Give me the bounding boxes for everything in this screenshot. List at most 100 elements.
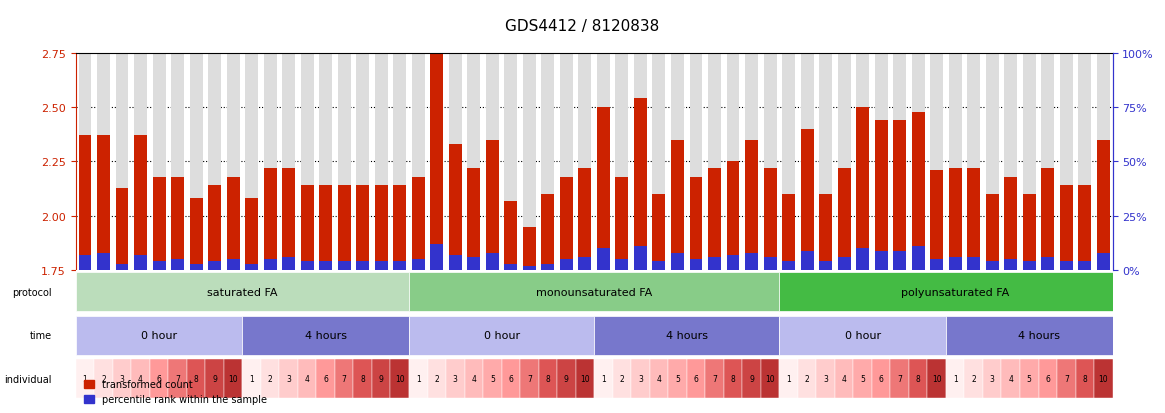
FancyBboxPatch shape xyxy=(761,359,779,399)
Text: 10: 10 xyxy=(228,375,238,383)
Bar xyxy=(746,253,758,271)
FancyBboxPatch shape xyxy=(76,359,94,399)
Text: 1: 1 xyxy=(953,375,958,383)
Bar xyxy=(504,264,517,271)
Bar xyxy=(115,264,128,271)
Bar xyxy=(430,244,443,271)
Text: 0 hour: 0 hour xyxy=(845,330,881,341)
Bar xyxy=(301,54,313,271)
Bar xyxy=(394,54,407,271)
Bar xyxy=(97,253,110,271)
Bar xyxy=(912,54,925,271)
Bar xyxy=(171,54,184,271)
Bar xyxy=(578,258,592,271)
Text: 5: 5 xyxy=(489,375,495,383)
Bar xyxy=(578,54,592,271)
Bar xyxy=(560,54,573,271)
Bar xyxy=(375,54,388,271)
FancyBboxPatch shape xyxy=(946,359,965,399)
FancyBboxPatch shape xyxy=(817,359,835,399)
Bar xyxy=(171,177,184,271)
Bar xyxy=(782,195,795,271)
Bar xyxy=(782,262,795,271)
Bar xyxy=(356,186,369,271)
Text: 8: 8 xyxy=(916,375,920,383)
Text: 0 hour: 0 hour xyxy=(483,330,520,341)
Bar xyxy=(894,121,906,271)
Bar xyxy=(449,54,461,271)
Text: 2: 2 xyxy=(268,375,273,383)
Bar xyxy=(727,162,740,271)
FancyBboxPatch shape xyxy=(779,273,1131,312)
FancyBboxPatch shape xyxy=(705,359,723,399)
FancyBboxPatch shape xyxy=(372,359,390,399)
Bar xyxy=(856,54,869,271)
Bar xyxy=(930,260,944,271)
Text: 5: 5 xyxy=(1026,375,1032,383)
Text: 6: 6 xyxy=(323,375,329,383)
Text: monounsaturated FA: monounsaturated FA xyxy=(536,287,652,297)
Bar xyxy=(134,54,147,271)
Bar xyxy=(596,108,610,271)
Bar xyxy=(1004,260,1017,271)
Text: 6: 6 xyxy=(1045,375,1050,383)
Bar xyxy=(930,171,944,271)
Bar xyxy=(319,262,332,271)
Bar xyxy=(245,54,259,271)
FancyBboxPatch shape xyxy=(576,359,594,399)
Bar xyxy=(652,195,665,271)
Text: 8: 8 xyxy=(730,375,735,383)
Text: 6: 6 xyxy=(156,375,162,383)
Bar xyxy=(338,54,351,271)
Bar xyxy=(800,251,813,271)
Text: 0 hour: 0 hour xyxy=(141,330,177,341)
Bar xyxy=(209,54,221,271)
Bar xyxy=(542,54,555,271)
Bar xyxy=(948,169,961,271)
Text: 9: 9 xyxy=(564,375,569,383)
Bar xyxy=(671,253,684,271)
Text: 10: 10 xyxy=(765,375,775,383)
FancyBboxPatch shape xyxy=(779,359,798,399)
Bar xyxy=(986,195,998,271)
Bar xyxy=(227,54,240,271)
Bar xyxy=(671,140,684,271)
Text: 7: 7 xyxy=(1064,375,1068,383)
FancyBboxPatch shape xyxy=(853,359,871,399)
Bar xyxy=(282,54,295,271)
Bar xyxy=(1079,262,1092,271)
Bar xyxy=(78,136,92,271)
Text: 4: 4 xyxy=(139,375,143,383)
FancyBboxPatch shape xyxy=(871,359,890,399)
Text: 7: 7 xyxy=(341,375,347,383)
Bar xyxy=(1042,258,1054,271)
Bar xyxy=(523,54,536,271)
Text: individual: individual xyxy=(5,374,51,384)
Bar xyxy=(634,99,647,271)
FancyBboxPatch shape xyxy=(409,316,594,355)
Text: 3: 3 xyxy=(453,375,458,383)
Bar xyxy=(97,136,110,271)
Text: time: time xyxy=(29,330,51,341)
Bar xyxy=(727,54,740,271)
Bar xyxy=(1096,54,1110,271)
Bar xyxy=(504,201,517,271)
Bar xyxy=(690,54,702,271)
Bar xyxy=(856,108,869,271)
Text: 2: 2 xyxy=(972,375,976,383)
Bar xyxy=(930,54,944,271)
FancyBboxPatch shape xyxy=(205,359,224,399)
Bar xyxy=(467,169,480,271)
Bar xyxy=(1042,169,1054,271)
Text: 2: 2 xyxy=(805,375,810,383)
Bar xyxy=(800,54,813,271)
FancyBboxPatch shape xyxy=(983,359,1002,399)
Text: polyunsaturated FA: polyunsaturated FA xyxy=(901,287,1009,297)
Text: 6: 6 xyxy=(508,375,514,383)
Bar xyxy=(115,54,128,271)
FancyBboxPatch shape xyxy=(742,359,761,399)
Legend: transformed count, percentile rank within the sample: transformed count, percentile rank withi… xyxy=(80,375,271,408)
Bar xyxy=(245,264,259,271)
FancyBboxPatch shape xyxy=(280,359,298,399)
FancyBboxPatch shape xyxy=(594,316,779,355)
